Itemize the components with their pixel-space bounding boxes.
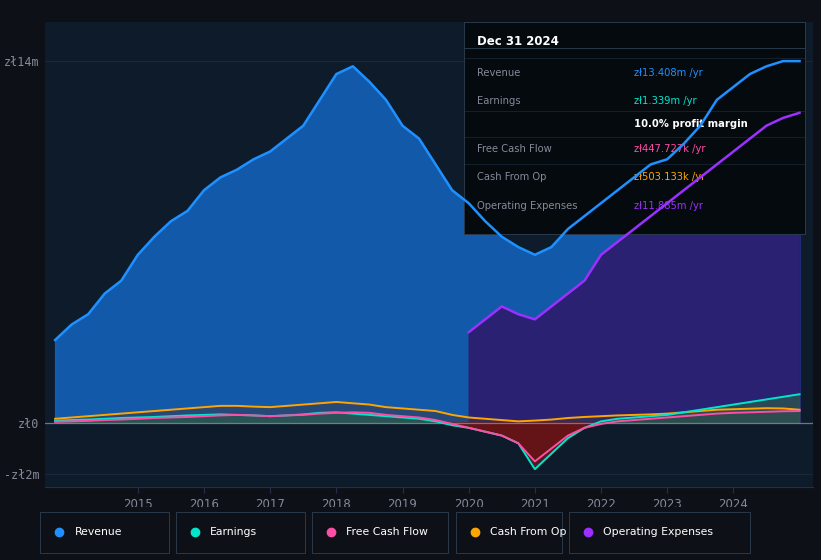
FancyBboxPatch shape [177, 512, 305, 553]
Text: Operating Expenses: Operating Expenses [603, 527, 713, 537]
Text: Earnings: Earnings [210, 527, 258, 537]
Text: Free Cash Flow: Free Cash Flow [346, 527, 429, 537]
FancyBboxPatch shape [40, 512, 169, 553]
FancyBboxPatch shape [312, 512, 448, 553]
Text: Cash From Op: Cash From Op [490, 527, 566, 537]
FancyBboxPatch shape [456, 512, 562, 553]
FancyBboxPatch shape [569, 512, 750, 553]
Text: Revenue: Revenue [75, 527, 122, 537]
